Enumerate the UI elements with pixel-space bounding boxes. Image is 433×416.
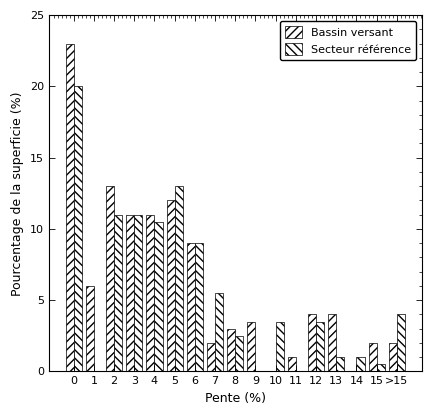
Bar (368, 343, 377, 371)
Bar (328, 314, 336, 371)
Bar (86, 286, 94, 371)
Bar (389, 343, 397, 371)
Bar (106, 186, 114, 371)
Bar (126, 215, 134, 371)
Bar (247, 322, 255, 371)
Bar (235, 336, 243, 371)
Bar (66, 44, 74, 371)
Bar (167, 201, 174, 371)
Bar (288, 357, 296, 371)
Y-axis label: Pourcentage de la superficie (%): Pourcentage de la superficie (%) (11, 91, 24, 295)
Bar (195, 243, 203, 371)
Bar (227, 329, 235, 371)
X-axis label: Pente (%): Pente (%) (205, 392, 266, 405)
Bar (174, 186, 183, 371)
Legend: Bassin versant, Secteur référence: Bassin versant, Secteur référence (280, 21, 417, 60)
Bar (377, 364, 385, 371)
Bar (336, 357, 344, 371)
Bar (316, 322, 324, 371)
Bar (308, 314, 316, 371)
Bar (155, 222, 162, 371)
Bar (134, 215, 142, 371)
Bar (146, 215, 155, 371)
Bar (356, 357, 365, 371)
Bar (187, 243, 195, 371)
Bar (215, 293, 223, 371)
Bar (276, 322, 284, 371)
Bar (74, 87, 82, 371)
Bar (114, 215, 122, 371)
Bar (207, 343, 215, 371)
Bar (397, 314, 405, 371)
